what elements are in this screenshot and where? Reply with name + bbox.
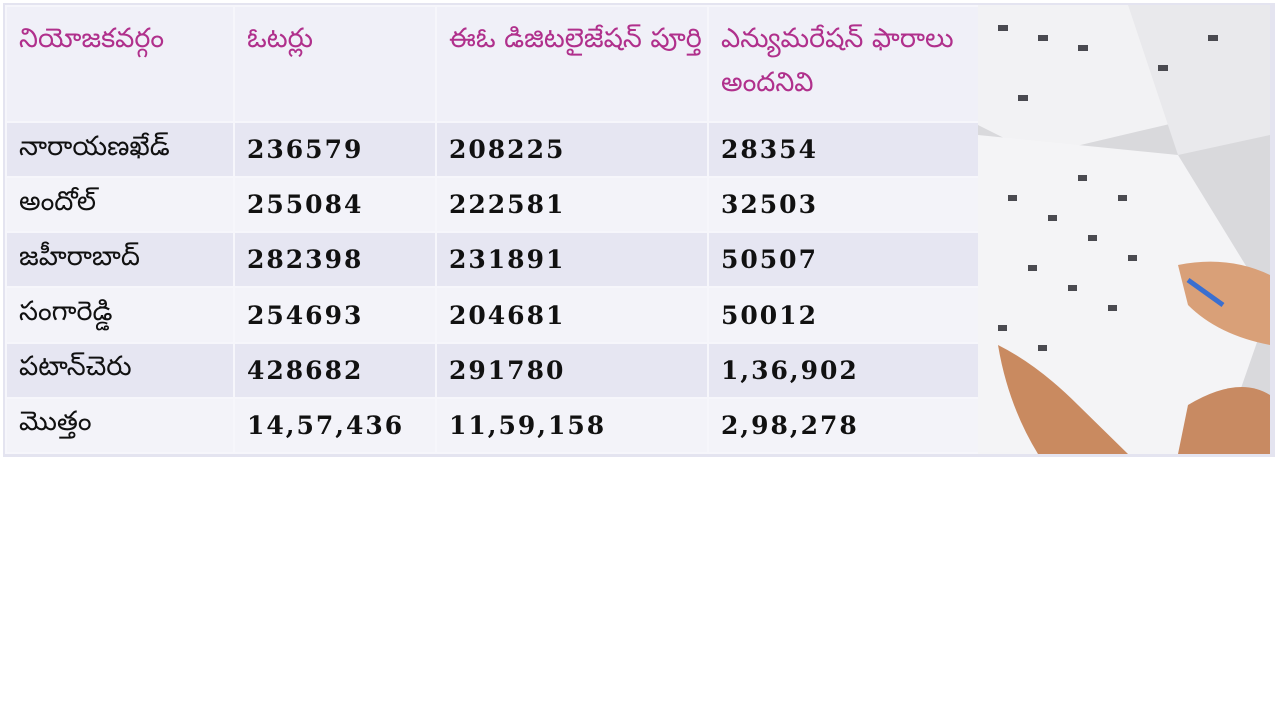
- table-row: అందోల్ 255084 222581 32503: [5, 176, 980, 234]
- number-cell: 2,98,278: [707, 396, 980, 455]
- number-cell: 28354: [707, 120, 980, 179]
- table-row: నారాయణఖేడ్ 236579 208225 28354: [5, 120, 980, 179]
- number-cell: 222581: [435, 176, 709, 234]
- table-row: జహీరాబాద్ 282398 231891 50507: [5, 231, 980, 289]
- table-row: సంగారెడ్డి 254693 204681 50012: [5, 286, 980, 344]
- column-header: ఎన్యుమరేషన్ ఫారాలు అందనివి: [707, 5, 980, 123]
- number-cell: 282398: [233, 231, 437, 289]
- voter-table: నియోజకవర్గం ఓటర్లు ఈఓ డిజిటలైజేషన్ పూర్తి ఎ…: [5, 5, 980, 455]
- number-cell: 236579: [233, 120, 437, 179]
- number-cell: 204681: [435, 286, 709, 344]
- clipping: నియోజకవర్గం ఓటర్లు ఈఓ డిజిటలైజేషన్ పూర్తి ఎ…: [3, 3, 1275, 457]
- number-cell: 231891: [435, 231, 709, 289]
- number-cell: 32503: [707, 176, 980, 234]
- constituency-cell: అందోల్: [5, 176, 235, 234]
- photo: [978, 5, 1270, 454]
- column-header: నియోజకవర్గం: [5, 5, 235, 123]
- header-row: నియోజకవర్గం ఓటర్లు ఈఓ డిజిటలైజేషన్ పూర్తి ఎ…: [5, 5, 980, 123]
- number-cell: 255084: [233, 176, 437, 234]
- table-row: మొత్తం 14,57,436 11,59,158 2,98,278: [5, 396, 980, 455]
- number-cell: 1,36,902: [707, 341, 980, 399]
- constituency-cell: సంగారెడ్డి: [5, 286, 235, 344]
- constituency-cell: నారాయణఖేడ్: [5, 120, 235, 179]
- number-cell: 50507: [707, 231, 980, 289]
- number-cell: 50012: [707, 286, 980, 344]
- table-row: పటాన్‌చెరు 428682 291780 1,36,902: [5, 341, 980, 399]
- column-header: ఈఓ డిజిటలైజేషన్ పూర్తి: [435, 5, 709, 123]
- constituency-cell: మొత్తం: [5, 396, 235, 455]
- number-cell: 254693: [233, 286, 437, 344]
- number-cell: 14,57,436: [233, 396, 437, 455]
- column-header: ఓటర్లు: [233, 5, 437, 123]
- constituency-cell: జహీరాబాద్: [5, 231, 235, 289]
- number-cell: 428682: [233, 341, 437, 399]
- number-cell: 11,59,158: [435, 396, 709, 455]
- number-cell: 291780: [435, 341, 709, 399]
- constituency-cell: పటాన్‌చెరు: [5, 341, 235, 399]
- number-cell: 208225: [435, 120, 709, 179]
